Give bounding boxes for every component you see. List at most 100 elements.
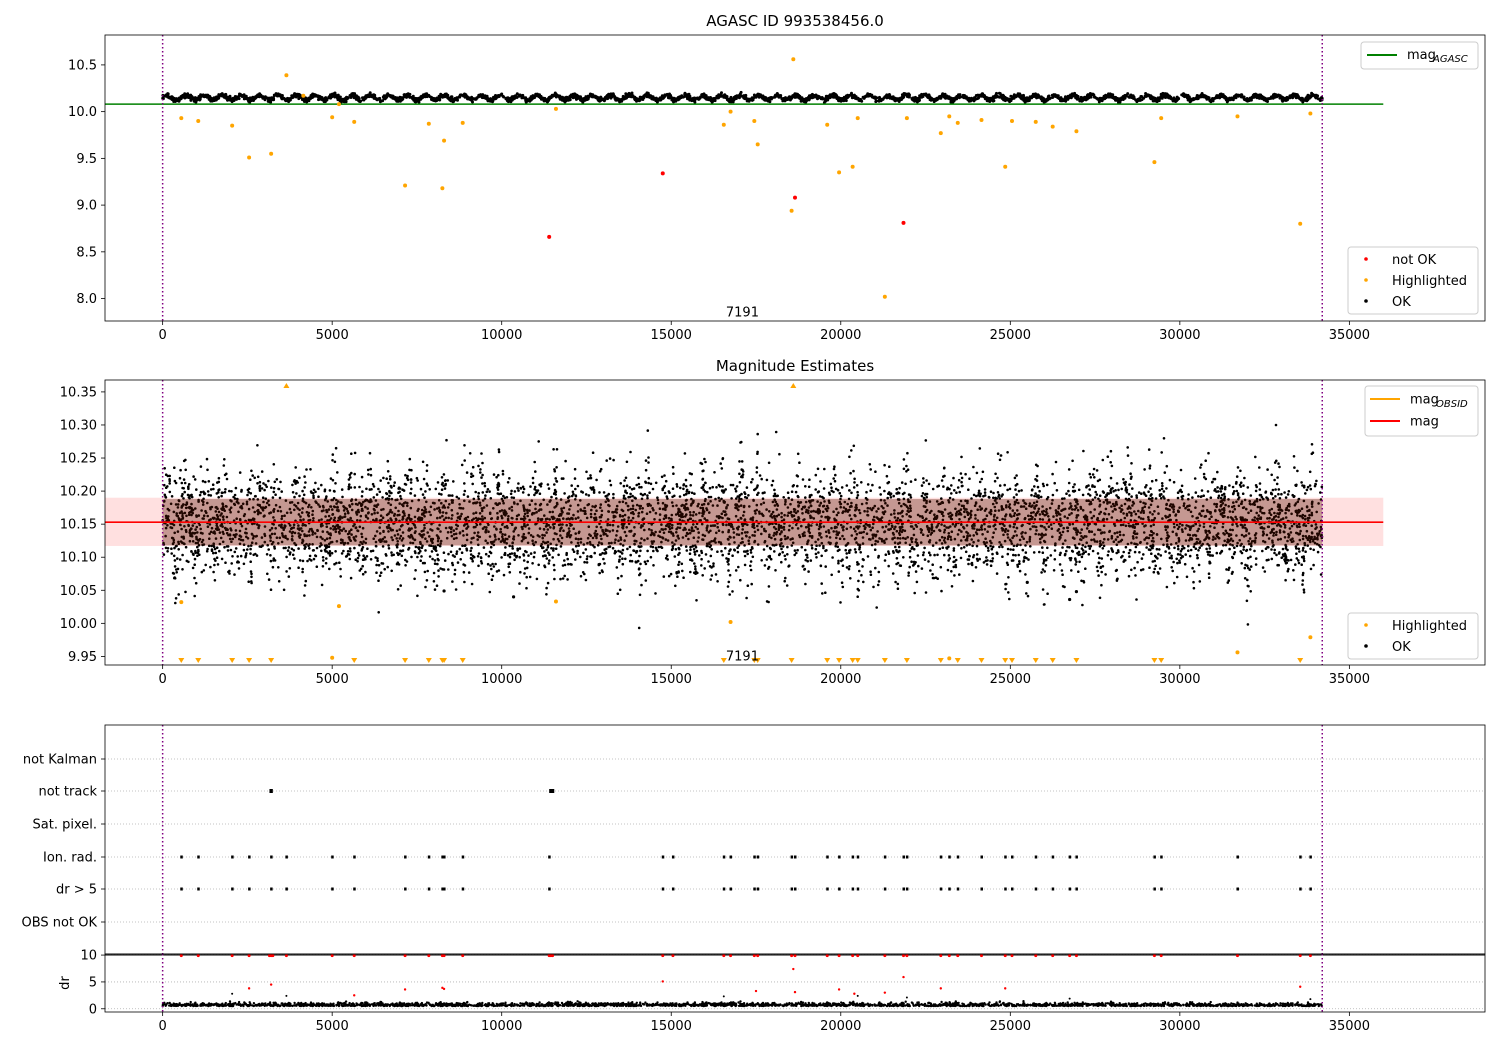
not-track-flag	[549, 789, 555, 793]
dr-flag	[1153, 887, 1156, 891]
dr-flag	[1309, 887, 1312, 891]
ion-rad-flag	[1034, 855, 1038, 859]
legend-marker	[1364, 644, 1368, 648]
dr-flag	[671, 887, 675, 891]
ion-rad-flag	[1068, 855, 1072, 859]
legend-label: mag	[1407, 48, 1436, 63]
highlighted-point	[955, 120, 960, 125]
x-tick-label: 5000	[316, 672, 349, 687]
y-tick-label: 8.0	[76, 292, 97, 307]
not-ok-point	[660, 171, 665, 176]
clipped-low-marker	[754, 658, 761, 663]
chart-title: AGASC ID 993538456.0	[706, 12, 884, 30]
clipped-low-marker	[978, 658, 985, 663]
legend-label: Highlighted	[1392, 274, 1467, 289]
dr-flag	[794, 887, 797, 891]
clipped-low-marker	[1151, 658, 1158, 663]
clipped-low-marker	[178, 658, 185, 663]
x-tick-label: 20000	[820, 672, 861, 687]
panel-magnitude-frame	[104, 379, 1486, 666]
clipped-low-marker	[849, 658, 856, 663]
highlighted-point	[460, 120, 465, 125]
flag-label: Sat. pixel.	[33, 818, 97, 833]
ion-rad-flag	[1011, 855, 1014, 859]
x-axis-magnitude: 0 5000 10000 15000 20000 25000 30000 35000	[159, 665, 1370, 687]
dr-flag	[905, 887, 909, 891]
x-tick-label: 35000	[1329, 1019, 1370, 1034]
dr-outlier-point	[883, 991, 887, 994]
clipped-low-marker	[1032, 658, 1039, 663]
dr-clipped-point	[1298, 954, 1302, 958]
dr-flag	[231, 887, 234, 891]
dr-flag	[1299, 887, 1302, 891]
dr-flag	[1075, 887, 1078, 891]
highlighted-point	[284, 73, 289, 78]
ion-rad-flag	[548, 855, 551, 859]
highlighted-point	[553, 106, 558, 111]
x-tick-label: 0	[159, 672, 167, 687]
highlighted-point	[947, 114, 952, 119]
panel-flags-plot-area	[101, 725, 1485, 954]
flag-label: dr > 5	[56, 883, 97, 898]
y-axis-magnitude: 9.95 10.00 10.05 10.10 10.15 10.20 10.25 10.30 1…	[60, 385, 105, 665]
dr-clipped-point	[1235, 954, 1239, 958]
ok-point	[1074, 590, 1079, 594]
not-ok-point	[793, 195, 797, 200]
dr-outlier-point	[403, 988, 407, 991]
dr-clipped-point	[671, 954, 675, 958]
dr-flag	[404, 887, 407, 891]
dr-flag	[1011, 887, 1014, 891]
not-ok-point	[547, 234, 552, 239]
dr-flag	[956, 887, 960, 891]
y-tick-label: 9.5	[76, 152, 97, 167]
dr-flag	[980, 887, 983, 891]
ok-point	[511, 595, 516, 599]
highlighted-point	[336, 604, 341, 609]
highlighted-point	[247, 155, 252, 160]
clipped-low-marker	[1297, 658, 1304, 663]
highlighted-point	[752, 118, 757, 123]
highlighted-point	[336, 102, 341, 107]
y-tick-label: 10.5	[68, 58, 97, 73]
dr-clipped-point	[427, 954, 431, 958]
highlighted-point	[721, 122, 726, 127]
dr-outlier-point	[1004, 987, 1007, 990]
legend-marker	[1364, 278, 1368, 282]
dr-axis-label: dr	[58, 976, 73, 990]
legend-points-agasc: not OK Highlighted OK	[1347, 246, 1479, 315]
dr-outlier-point	[754, 989, 758, 993]
dr-clipped-point	[352, 954, 356, 958]
y-tick-label: 10.35	[60, 385, 97, 400]
legend-marker	[1364, 623, 1368, 627]
dr-clipped-point	[1051, 954, 1055, 958]
x-tick-label: 25000	[990, 1019, 1031, 1034]
clipped-low-marker	[459, 658, 466, 663]
ion-rad-flag	[1153, 855, 1156, 859]
ion-rad-flag	[285, 855, 288, 859]
not-ok-point	[901, 220, 906, 225]
dr-outlier-point	[853, 992, 856, 995]
highlighted-point	[352, 119, 357, 124]
highlighted-point	[1003, 164, 1008, 169]
clipped-low-marker	[903, 658, 910, 663]
x-tick-label: 0	[159, 1019, 167, 1034]
x-tick-label: 25000	[990, 328, 1031, 343]
legend-label: OK	[1392, 295, 1411, 310]
y-tick-label: 8.5	[76, 245, 97, 260]
dr-clipped-point	[947, 954, 951, 958]
dr-outlier-point	[247, 987, 251, 990]
dr-clipped-point	[403, 954, 407, 958]
panel-agasc-frame	[104, 34, 1486, 322]
ion-rad-flag	[441, 855, 444, 859]
y-tick-label: 10.30	[60, 418, 97, 433]
x-tick-label: 20000	[820, 328, 861, 343]
dr-clipped-point	[902, 954, 906, 958]
dr-clipped-point	[1010, 954, 1014, 958]
dr-clipped-point	[752, 954, 756, 958]
dr-flag	[939, 887, 943, 891]
ok-point	[1068, 597, 1072, 602]
dr-point	[285, 994, 288, 997]
dr-points	[161, 1000, 1323, 1008]
clipped-low-marker	[1073, 658, 1080, 663]
y-tick-label: 0	[89, 1002, 97, 1017]
